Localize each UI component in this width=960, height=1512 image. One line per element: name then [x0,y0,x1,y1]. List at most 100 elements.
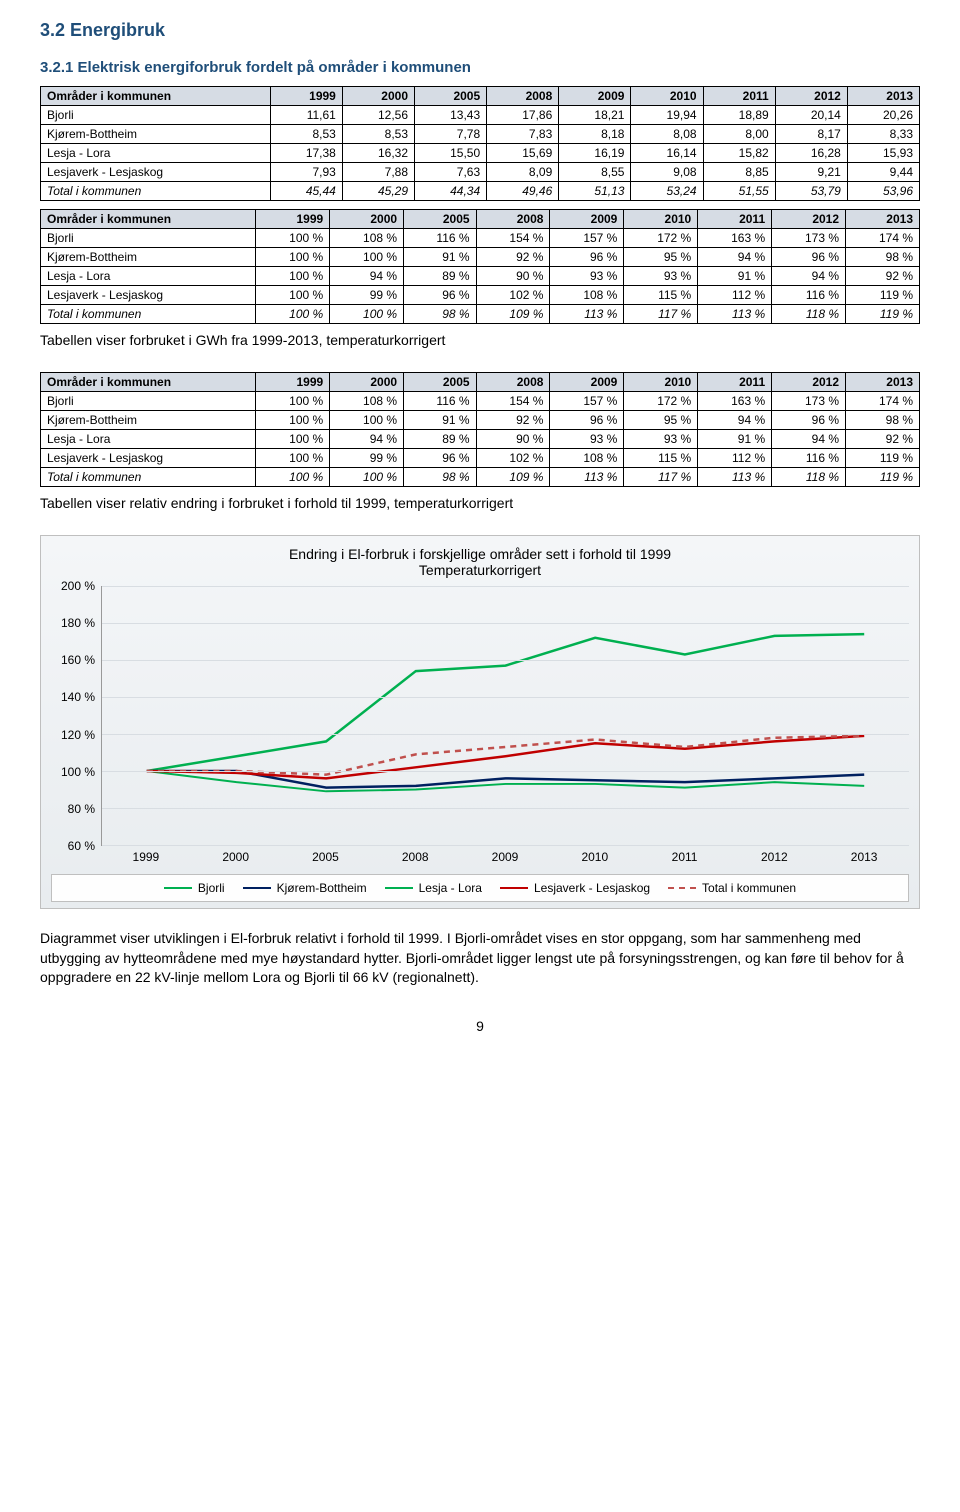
cell-value: 98 % [404,468,476,487]
cell-value: 7,83 [487,125,559,144]
col-header-year: 2010 [624,373,698,392]
table-row: Lesjaverk - Lesjaskog7,937,887,638,098,5… [41,163,920,182]
cell-value: 108 % [550,449,624,468]
row-label: Kjørem-Bottheim [41,125,271,144]
legend-label: Total i kommunen [702,881,796,895]
row-label: Lesja - Lora [41,267,256,286]
table-percent-1: Områder i kommunen1999200020052008200920… [40,209,920,324]
col-header-year: 2011 [703,87,775,106]
col-header-year: 2008 [476,210,550,229]
cell-value: 93 % [550,267,624,286]
cell-value: 96 % [772,248,846,267]
cell-value: 92 % [846,430,920,449]
gridline [102,623,909,624]
cell-value: 12,56 [342,106,414,125]
col-header-year: 2005 [404,373,476,392]
cell-value: 113 % [698,305,772,324]
col-header-year: 2013 [847,87,919,106]
cell-value: 108 % [330,392,404,411]
cell-value: 49,46 [487,182,559,201]
cell-value: 91 % [404,411,476,430]
table-row: Kjørem-Bottheim100 %100 %91 %92 %96 %95 … [41,248,920,267]
cell-value: 16,14 [631,144,703,163]
cell-value: 19,94 [631,106,703,125]
legend-swatch [500,887,528,889]
cell-value: 174 % [846,392,920,411]
row-label: Lesjaverk - Lesjaskog [41,163,271,182]
col-header-year: 2008 [487,87,559,106]
table-row: Lesjaverk - Lesjaskog100 %99 %96 %102 %1… [41,449,920,468]
cell-value: 18,21 [559,106,631,125]
cell-value: 100 % [256,411,330,430]
row-label: Kjørem-Bottheim [41,248,256,267]
col-header-year: 2013 [846,210,920,229]
cell-value: 102 % [476,286,550,305]
cell-value: 99 % [330,449,404,468]
cell-value: 17,38 [270,144,342,163]
cell-value: 112 % [698,286,772,305]
x-tick-label: 2000 [191,850,281,864]
cell-value: 15,69 [487,144,559,163]
cell-value: 91 % [404,248,476,267]
legend-swatch [164,887,192,889]
cell-value: 96 % [404,286,476,305]
cell-value: 89 % [404,267,476,286]
cell-value: 20,14 [775,106,847,125]
cell-value: 91 % [698,267,772,286]
cell-value: 18,89 [703,106,775,125]
x-tick-label: 2010 [550,850,640,864]
cell-value: 113 % [698,468,772,487]
cell-value: 8,00 [703,125,775,144]
table-row: Total i kommunen100 %100 %98 %109 %113 %… [41,468,920,487]
chart-y-axis: 200 %180 %160 %140 %120 %100 %80 %60 % [51,586,101,846]
cell-value: 94 % [698,248,772,267]
x-tick-label: 1999 [101,850,191,864]
cell-value: 13,43 [415,106,487,125]
cell-value: 9,21 [775,163,847,182]
cell-value: 92 % [476,248,550,267]
cell-value: 100 % [330,248,404,267]
legend-swatch [243,887,271,889]
col-header-year: 2010 [631,87,703,106]
row-label: Total i kommunen [41,305,256,324]
cell-value: 92 % [846,267,920,286]
gridline [102,697,909,698]
cell-value: 100 % [256,267,330,286]
legend-item: Kjørem-Bottheim [243,881,367,895]
cell-value: 109 % [476,468,550,487]
cell-value: 90 % [476,267,550,286]
col-header-year: 2009 [550,373,624,392]
cell-value: 45,44 [270,182,342,201]
cell-value: 89 % [404,430,476,449]
row-label: Bjorli [41,229,256,248]
cell-value: 100 % [256,468,330,487]
col-header-year: 2012 [772,210,846,229]
cell-value: 100 % [256,449,330,468]
x-tick-label: 2009 [460,850,550,864]
cell-value: 119 % [846,305,920,324]
cell-value: 94 % [330,430,404,449]
cell-value: 45,29 [342,182,414,201]
cell-value: 157 % [550,392,624,411]
row-label: Lesja - Lora [41,430,256,449]
cell-value: 115 % [624,286,698,305]
cell-value: 8,33 [847,125,919,144]
cell-value: 94 % [698,411,772,430]
cell-value: 100 % [330,468,404,487]
cell-value: 7,88 [342,163,414,182]
col-header-year: 2011 [698,210,772,229]
cell-value: 157 % [550,229,624,248]
table-row: Lesja - Lora100 %94 %89 %90 %93 %93 %91 … [41,430,920,449]
col-header-year: 2011 [698,373,772,392]
cell-value: 90 % [476,430,550,449]
col-header-label: Områder i kommunen [41,210,256,229]
cell-value: 174 % [846,229,920,248]
chart-plot [101,586,909,846]
x-tick-label: 2013 [819,850,909,864]
col-header-year: 1999 [256,210,330,229]
cell-value: 95 % [624,411,698,430]
cell-value: 100 % [256,430,330,449]
cell-value: 173 % [772,392,846,411]
col-header-label: Områder i kommunen [41,87,271,106]
col-header-year: 1999 [270,87,342,106]
